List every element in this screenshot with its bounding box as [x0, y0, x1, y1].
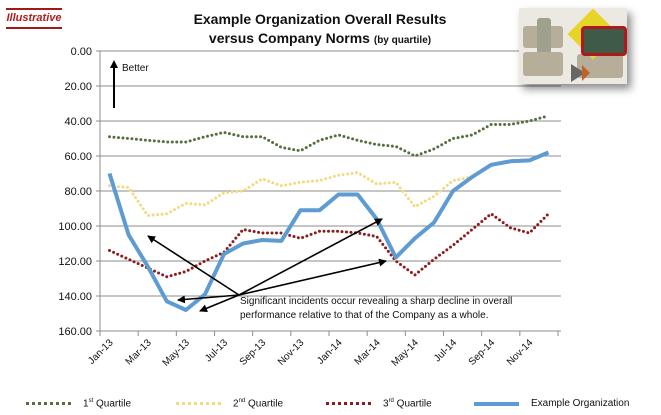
- chart-legend: 1st Quartile 2nd Quartile 3rd Quartile E…: [0, 398, 661, 414]
- series-lines: [107, 114, 550, 312]
- title-subtitle: (by quartile): [373, 35, 432, 46]
- legend-label-q1: 1st Quartile: [83, 398, 132, 410]
- legend-label-q2: 2nd Quartile: [233, 398, 284, 410]
- y-tick-label: 160.00: [58, 326, 92, 338]
- legend-item-q1: 1st Quartile: [26, 398, 131, 409]
- y-tick-label: 20.00: [64, 81, 92, 93]
- x-tick-label: May-14: [390, 337, 422, 369]
- legend-label-q3: 3rd Quartile: [383, 398, 432, 410]
- y-tick-label: 40.00: [64, 116, 92, 128]
- framework-thumbnail-image: [519, 8, 627, 84]
- annotation-arrow: [177, 294, 240, 304]
- annotation-line-1: Significant incidents occur revealing a …: [240, 296, 513, 307]
- y-axis-tick-labels: 0.00 20.00 40.00 60.00 80.00 100.00 120.00 140.…: [58, 46, 92, 338]
- legend-swatch-q1: [26, 402, 71, 406]
- incident-annotation: Significant incidents occur revealing a …: [240, 295, 540, 323]
- legend-item-q3: 3rd Quartile: [326, 398, 432, 409]
- y-tick-label: 120.00: [58, 256, 92, 268]
- x-tick-label: Jan-14: [315, 337, 345, 367]
- x-tick-label: Sep-14: [467, 337, 498, 368]
- title-line-2-main: versus Company Norms: [208, 30, 370, 46]
- x-tick-label: Mar-13: [124, 337, 154, 367]
- series-q2-line: [108, 171, 474, 218]
- better-arrow-icon: [110, 60, 118, 108]
- x-tick-label: Jul-14: [432, 337, 459, 364]
- x-tick-label: Jul-13: [203, 337, 230, 364]
- legend-label-org: Example Organization: [531, 398, 630, 409]
- x-tick-label: Nov-14: [505, 337, 536, 368]
- y-tick-label: 100.00: [58, 221, 92, 233]
- annotation-arrow: [238, 218, 383, 296]
- better-label: Better: [122, 63, 149, 74]
- legend-swatch-q3: [326, 402, 371, 406]
- x-tick-label: Mar-14: [353, 337, 383, 367]
- x-tick-label: Jan-13: [86, 337, 116, 367]
- legend-swatch-org: [474, 401, 519, 406]
- illustrative-badge: Illustrative: [6, 8, 62, 29]
- series-q3-line: [108, 211, 550, 279]
- legend-item-org: Example Organization: [474, 398, 629, 409]
- legend-swatch-q2: [176, 402, 221, 406]
- y-tick-label: 140.00: [58, 291, 92, 303]
- title-line-2: versus Company Norms (by quartile): [150, 29, 490, 50]
- annotation-arrow: [147, 235, 240, 296]
- chart-title: Example Organization Overall Results ver…: [150, 10, 490, 50]
- annotation-arrow: [199, 294, 240, 313]
- y-tick-label: 0.00: [71, 46, 92, 58]
- x-tick-label: Nov-13: [276, 337, 307, 368]
- y-tick-label: 60.00: [64, 151, 92, 163]
- annotation-arrow: [238, 258, 387, 296]
- x-tick-label: Sep-13: [238, 337, 269, 368]
- title-line-1: Example Organization Overall Results: [193, 11, 447, 27]
- annotation-arrows: [147, 218, 387, 313]
- legend-item-q2: 2nd Quartile: [176, 398, 283, 409]
- annotation-line-2: performance relative to that of the Comp…: [240, 310, 489, 321]
- x-tick-label: May-13: [161, 337, 193, 369]
- gridlines: [96, 50, 561, 332]
- series-q1-line: [108, 114, 550, 158]
- series-org-line: [107, 150, 550, 312]
- y-tick-label: 80.00: [64, 186, 92, 198]
